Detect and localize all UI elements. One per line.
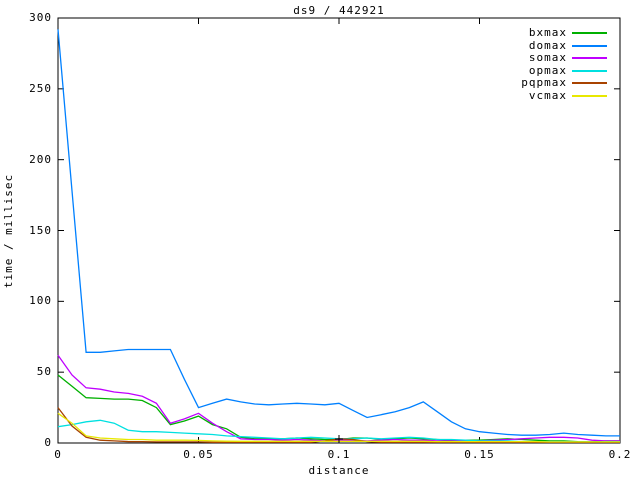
legend-line-sample-somax [572, 57, 607, 59]
y-tick-label-100: 100 [29, 294, 52, 308]
legend-line-sample-pqpmax [572, 82, 607, 84]
series-line-somax [57, 354, 620, 442]
y-tick-label-200: 200 [29, 152, 52, 166]
legend-row-opmax: opmax [400, 63, 640, 77]
chart-title: ds9 / 442921 [293, 4, 385, 17]
legend-label-somax: somax [528, 51, 567, 64]
series-line-domax [57, 29, 620, 437]
x-tick-label-0.05: 0.05 [183, 448, 214, 461]
legend-line-sample-domax [572, 44, 607, 47]
legend-row-somax: somax [400, 52, 640, 64]
y-tick-label-150: 150 [29, 223, 52, 237]
legend-label-domax: domax [528, 38, 567, 52]
y-tick-label-300: 300 [29, 11, 52, 24]
legend-row-domax: domax [400, 38, 640, 52]
legend-row-bxmax: bxmax [400, 27, 640, 39]
legend-label-pqpmax: pqpmax [521, 76, 567, 89]
x-tick-label-0: 0 [54, 448, 62, 461]
legend-line-sample-bxmax [572, 32, 607, 34]
x-axis-label: distance [308, 464, 370, 477]
y-tick-label-50: 50 [36, 365, 52, 379]
x-tick-label-0.1: 0.1 [327, 448, 351, 461]
legend-label-vcmax: vcmax [528, 88, 567, 102]
y-tick-label-0: 0 [44, 436, 52, 449]
legend-row-pqpmax: pqpmax [400, 77, 640, 89]
x-tick-label-0.2: 0.2 [608, 448, 632, 461]
legend-label-bxmax: bxmax [528, 26, 567, 39]
legend-line-sample-vcmax [572, 94, 607, 97]
x-tick-label-0.15: 0.15 [464, 448, 495, 461]
legend-label-opmax: opmax [528, 63, 567, 77]
legend-line-sample-opmax [572, 69, 607, 72]
legend-row-vcmax: vcmax [400, 88, 640, 102]
y-tick-label-250: 250 [29, 81, 52, 95]
